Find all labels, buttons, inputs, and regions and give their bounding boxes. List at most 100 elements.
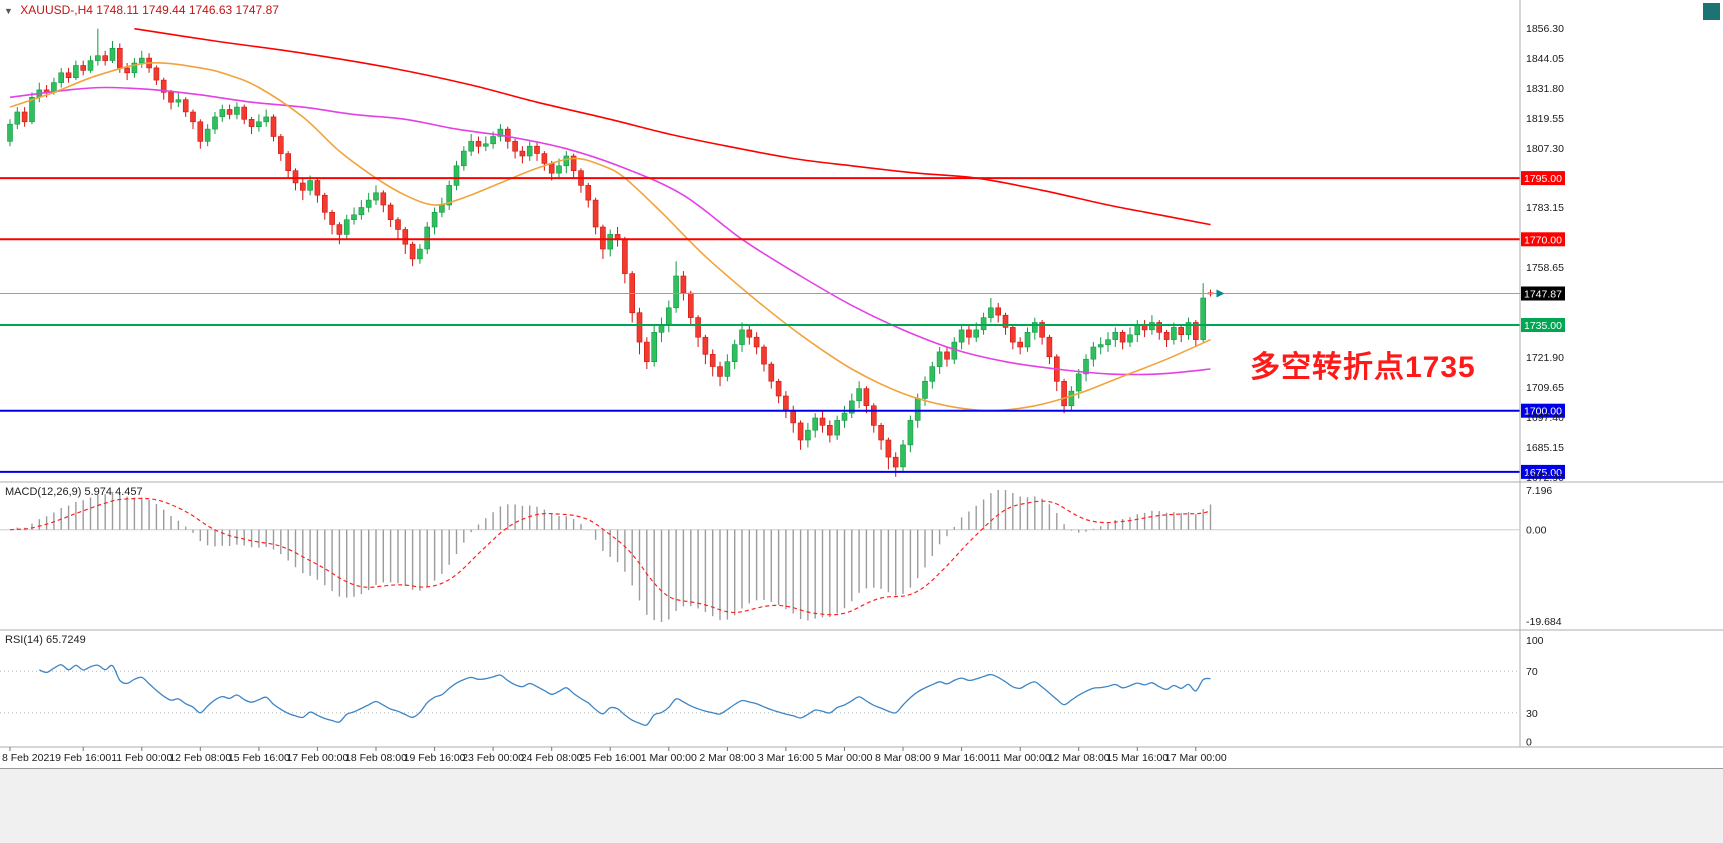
time-tick-label: 19 Feb 16:00 (404, 752, 466, 764)
price-tick-label: 1672.90 (1526, 472, 1564, 484)
candle-body (380, 192, 387, 206)
candle-body (7, 123, 13, 142)
time-tick-label: 11 Mar 00:00 (990, 752, 1051, 764)
candle-body (1171, 327, 1177, 340)
candle-body (307, 180, 313, 191)
candle-body (365, 199, 372, 208)
candle-body (929, 366, 936, 382)
candle-body (878, 424, 884, 441)
candles-layer (7, 28, 1214, 477)
annotation-text[interactable]: 多空转折点1735 (1250, 351, 1476, 384)
candle-body (600, 226, 606, 250)
rsi-value: 65.7249 (45, 634, 86, 646)
candle-body (687, 292, 694, 318)
candle-body (336, 224, 343, 235)
candle-body (504, 128, 511, 142)
quote-dropdown-icon[interactable]: ▼ (4, 6, 13, 16)
candle-body (402, 229, 409, 245)
candle-body (197, 121, 204, 142)
candle-body (234, 106, 240, 115)
svg-text:1675.00: 1675.00 (1524, 467, 1562, 479)
candle-body (1046, 336, 1053, 358)
candle-body (395, 219, 401, 230)
candle-body (900, 444, 906, 468)
candle-body (995, 307, 1002, 316)
price-tick-label: 1697.40 (1526, 412, 1564, 424)
ma-long-red[interactable] (134, 27, 1211, 226)
candle-body (914, 398, 921, 421)
time-tick-label: 5 Mar 00:00 (816, 752, 872, 764)
candle-body (1017, 341, 1024, 348)
candle-body (731, 344, 738, 363)
candle-body (1185, 322, 1192, 335)
candle-body (65, 72, 72, 79)
candle-body (468, 141, 475, 152)
candle-body (431, 212, 438, 228)
candle-body (102, 55, 108, 61)
rsi-indicator-label: RSI(14) 65.7249 (5, 634, 86, 646)
price-axis: 1856.30 1844.05 1831.80 1819.55 1807.30 1783.… (1526, 23, 1564, 484)
candle-body (607, 234, 614, 250)
candle-body (643, 341, 650, 363)
chart-canvas[interactable]: 1795.00 1770.00 1735.00 1700.00 1675.00 1747.… (0, 0, 1723, 768)
candle-body (936, 351, 943, 367)
macd-axis-label: -19.684 (1526, 616, 1562, 628)
candle-body (1097, 344, 1104, 348)
time-tick-label: 8 Feb 2021 (2, 752, 55, 764)
candle-body (826, 424, 833, 436)
candle-body (1002, 314, 1009, 328)
candle-body (1149, 322, 1155, 331)
candle-body (556, 165, 562, 174)
candle-body (14, 111, 21, 125)
candle-body (453, 165, 460, 186)
candle-body (834, 420, 841, 436)
candle-body (95, 55, 101, 61)
candle-body (131, 62, 138, 74)
svg-text:1735.00: 1735.00 (1524, 320, 1562, 332)
candle-body (1163, 331, 1170, 340)
time-tick-label: 8 Mar 08:00 (875, 752, 931, 764)
candle-body (80, 65, 86, 71)
candle-body (117, 47, 123, 69)
candle-body (680, 275, 687, 294)
ma-mid-magenta[interactable] (9, 86, 1211, 376)
scroll-corner-marker[interactable] (1703, 3, 1720, 20)
candle-body (439, 204, 445, 213)
time-tick-label: 17 Mar 00:00 (1165, 752, 1227, 764)
time-tick-label: 24 Feb 08:00 (521, 752, 583, 764)
candle-body (988, 307, 994, 318)
candle-body (673, 275, 679, 309)
rsi-axis-label: 30 (1526, 708, 1538, 720)
candle-body (153, 67, 160, 81)
candle-body (695, 317, 701, 338)
candle-body (1061, 380, 1067, 407)
candle-body (790, 410, 797, 424)
candle-body (168, 92, 174, 103)
symbol-timeframe-label: XAUUSD-,H4 (20, 3, 93, 17)
candle-body (585, 185, 592, 201)
time-tick-label: 18 Feb 08:00 (345, 752, 407, 764)
candle-body (907, 420, 914, 446)
window-bottom-area (0, 768, 1723, 843)
candle-body (314, 180, 321, 196)
candle-body (87, 60, 94, 71)
rsi-axis-label: 100 (1526, 635, 1544, 647)
candle-body (1090, 346, 1097, 360)
candle-body (387, 204, 394, 220)
candle-body (980, 317, 987, 331)
price-tick-label: 1758.65 (1526, 262, 1564, 274)
price-badge: 1795.00 (1521, 171, 1565, 186)
candle-body (958, 329, 965, 343)
svg-text:1795.00: 1795.00 (1524, 173, 1562, 185)
rsi-panel: 100 70 30 0 (0, 635, 1544, 749)
candle-body (482, 143, 489, 147)
price-tick-label: 1819.55 (1526, 113, 1564, 125)
time-tick-label: 12 Feb 08:00 (169, 752, 231, 764)
candle-body (175, 99, 182, 103)
macd-panel: 7.196 0.00 -19.684 (0, 485, 1562, 628)
candle-body (219, 109, 226, 118)
candle-body (783, 395, 789, 411)
price-badge: 1747.87 (1521, 286, 1565, 301)
macd-signal-line (9, 497, 1211, 616)
